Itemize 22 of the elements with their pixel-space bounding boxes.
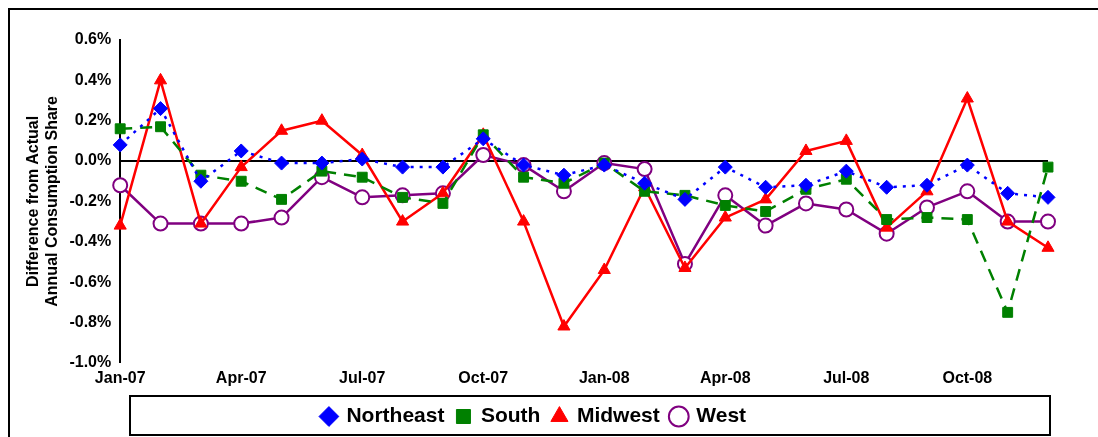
y-axis-title: Difference from Actual Annual Consumption Share [24, 95, 61, 307]
x-tick-label: Jan-07 [94, 368, 146, 386]
legend-label: West [696, 403, 747, 427]
x-tick-label: Jul-07 [339, 368, 386, 386]
y-tick-label: 0.6% [74, 30, 112, 48]
y-tick-label: -0.8% [69, 312, 112, 330]
y-tick-label: -1.0% [69, 353, 112, 371]
x-tick-label: Apr-08 [699, 368, 751, 386]
x-tick-label: Apr-07 [215, 368, 267, 386]
y-tick-label: -0.6% [69, 272, 112, 290]
x-tick-label: Jan-08 [578, 368, 630, 386]
x-tick-label: Jul-08 [823, 368, 870, 386]
x-tick-label: Oct-08 [942, 368, 993, 386]
y-tick-label: -0.4% [69, 232, 112, 250]
y-tick-label: 0.0% [74, 151, 112, 169]
y-tick-label: 0.2% [74, 111, 112, 129]
legend-label: Midwest [576, 403, 660, 427]
legend-label: South [480, 403, 541, 427]
y-tick-label: 0.4% [74, 70, 112, 88]
y-tick-label: -0.2% [69, 191, 112, 209]
x-tick-label: Oct-07 [458, 368, 509, 386]
legend-label: Northeast [346, 403, 445, 427]
